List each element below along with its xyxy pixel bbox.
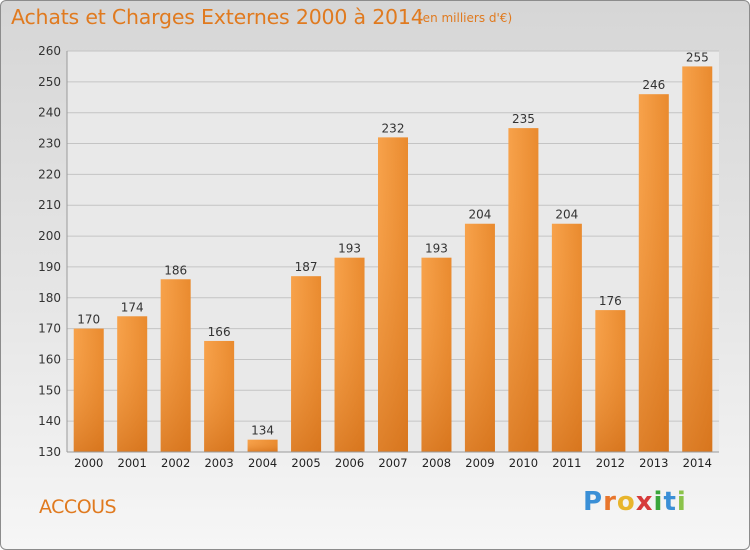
data-label: 134: [251, 424, 274, 438]
x-tick-label: 2009: [465, 456, 494, 470]
data-label: 187: [295, 260, 318, 274]
bar-shade: [291, 276, 322, 452]
y-tick-label: 190: [38, 260, 61, 274]
data-label: 174: [121, 300, 144, 314]
bar-shade: [508, 128, 539, 452]
x-tick-label: 2008: [422, 456, 451, 470]
y-tick-label: 140: [38, 414, 61, 428]
y-tick-label: 150: [38, 383, 61, 397]
data-label: 255: [686, 50, 709, 64]
x-tick-label: 2004: [248, 456, 277, 470]
y-tick-label: 260: [38, 44, 61, 58]
data-label: 204: [468, 208, 491, 222]
x-tick-label: 2013: [639, 456, 668, 470]
y-tick-label: 200: [38, 229, 61, 243]
bar-shade: [204, 340, 235, 452]
y-tick-label: 250: [38, 75, 61, 89]
data-label: 204: [555, 208, 578, 222]
y-tick-label: 210: [38, 198, 61, 212]
chart-subtitle: (en milliers d'€): [418, 11, 513, 25]
proxiti-logo: Proxiti: [583, 487, 687, 517]
y-tick-label: 220: [38, 167, 61, 181]
y-tick-label: 170: [38, 322, 61, 336]
bar-shade: [638, 94, 669, 452]
data-label: 246: [642, 78, 665, 92]
bar-shade: [595, 310, 626, 452]
bar-shade: [160, 279, 191, 452]
y-tick-label: 240: [38, 106, 61, 120]
bar-shade: [421, 257, 452, 452]
x-tick-label: 2010: [509, 456, 538, 470]
logo-letter: o: [616, 487, 636, 517]
bar-shade: [682, 66, 713, 452]
commune-name: ACCOUS: [39, 496, 117, 518]
logo-letter: i: [653, 487, 664, 517]
y-tick-label: 160: [38, 352, 61, 366]
data-label: 170: [77, 313, 100, 327]
y-tick-label: 130: [38, 445, 61, 459]
data-label: 193: [338, 242, 361, 256]
x-tick-label: 2001: [118, 456, 147, 470]
data-label: 186: [164, 263, 187, 277]
x-tick-label: 2007: [378, 456, 407, 470]
bar-shade: [117, 316, 148, 452]
y-tick-label: 180: [38, 291, 61, 305]
logo-letter: i: [676, 487, 687, 517]
data-label: 166: [208, 325, 231, 339]
y-tick-label: 230: [38, 137, 61, 151]
x-tick-label: 2014: [683, 456, 712, 470]
bar-shade: [378, 137, 408, 452]
data-label: 232: [382, 121, 405, 135]
data-label: 193: [425, 242, 448, 256]
x-tick-label: 2011: [552, 456, 581, 470]
logo-letter: x: [635, 487, 654, 517]
bar-shade: [247, 439, 278, 452]
logo-letter: t: [663, 487, 677, 517]
data-label: 235: [512, 112, 535, 126]
bar-shade: [334, 257, 365, 452]
bar-shade: [551, 223, 582, 452]
data-label: 176: [599, 294, 622, 308]
x-tick-label: 2000: [74, 456, 103, 470]
x-tick-label: 2005: [291, 456, 320, 470]
x-tick-label: 2012: [596, 456, 625, 470]
x-tick-label: 2002: [161, 456, 190, 470]
bar-shade: [73, 328, 104, 452]
chart-title: Achats et Charges Externes 2000 à 2014: [11, 5, 424, 29]
x-tick-label: 2003: [204, 456, 233, 470]
logo-letter: P: [583, 487, 604, 517]
logo-letter: r: [603, 487, 617, 517]
x-tick-label: 2006: [335, 456, 364, 470]
bar-shade: [464, 223, 495, 452]
